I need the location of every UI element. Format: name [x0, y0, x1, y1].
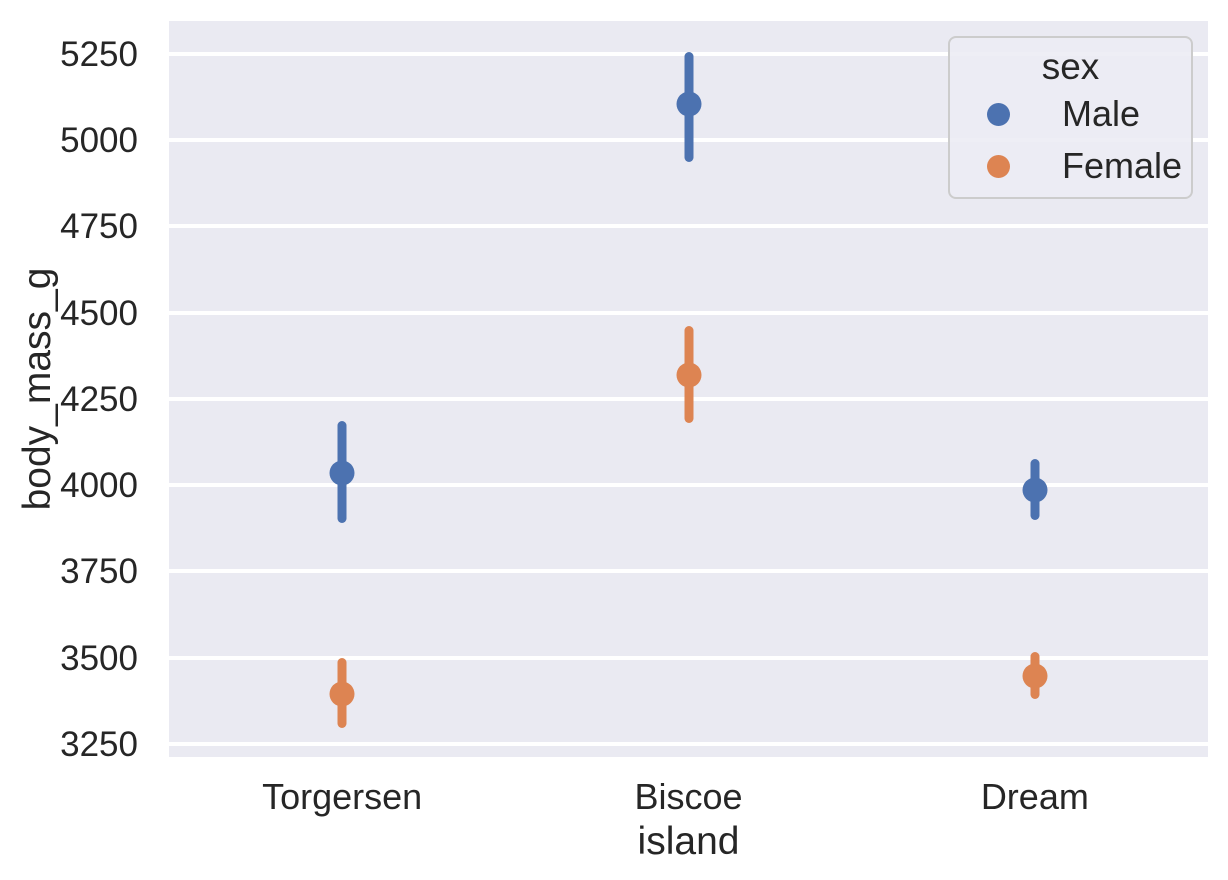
legend-label-male: Male [1062, 93, 1141, 134]
x-tick-label-biscoe: Biscoe [634, 776, 743, 817]
gridline-y-3750 [169, 569, 1208, 574]
y-tick-label-3500: 3500 [60, 638, 138, 678]
legend: sex Male Female [948, 36, 1193, 199]
gridline-y-3250 [169, 741, 1208, 746]
y-axis-label: body_mass_g [16, 267, 59, 511]
legend-marker-male-icon [987, 102, 1010, 126]
point-female-dream [1022, 663, 1048, 689]
legend-label-female: Female [1062, 145, 1183, 186]
point-male-torgersen [329, 460, 355, 486]
y-tick-label-4250: 4250 [60, 379, 138, 419]
legend-entries: Male Female [950, 88, 1191, 192]
legend-entry-male: Male [950, 88, 1191, 140]
gridline-y-4500 [169, 310, 1208, 315]
y-tick-label-4750: 4750 [60, 207, 138, 247]
gridline-y-4000 [169, 483, 1208, 488]
legend-marker-female-icon [987, 154, 1010, 178]
gridline-y-4750 [169, 224, 1208, 229]
y-tick-label-5000: 5000 [60, 121, 138, 161]
y-tick-label-4000: 4000 [60, 466, 138, 506]
y-tick-label-3750: 3750 [60, 552, 138, 592]
y-tick-label-4500: 4500 [60, 293, 138, 333]
point-male-biscoe [676, 91, 701, 117]
legend-entry-female: Female [950, 140, 1191, 192]
gridline-y-3500 [169, 655, 1208, 660]
point-female-torgersen [329, 681, 355, 706]
x-tick-label-dream: Dream [980, 776, 1089, 817]
y-tick-label-3250: 3250 [60, 724, 138, 764]
y-tick-label-5250: 5250 [60, 34, 138, 74]
legend-title: sex [1041, 46, 1100, 87]
x-axis-label: island [637, 820, 740, 863]
x-tick-label-torgersen: Torgersen [262, 776, 423, 817]
point-male-dream [1022, 477, 1048, 503]
point-female-biscoe [676, 362, 701, 388]
